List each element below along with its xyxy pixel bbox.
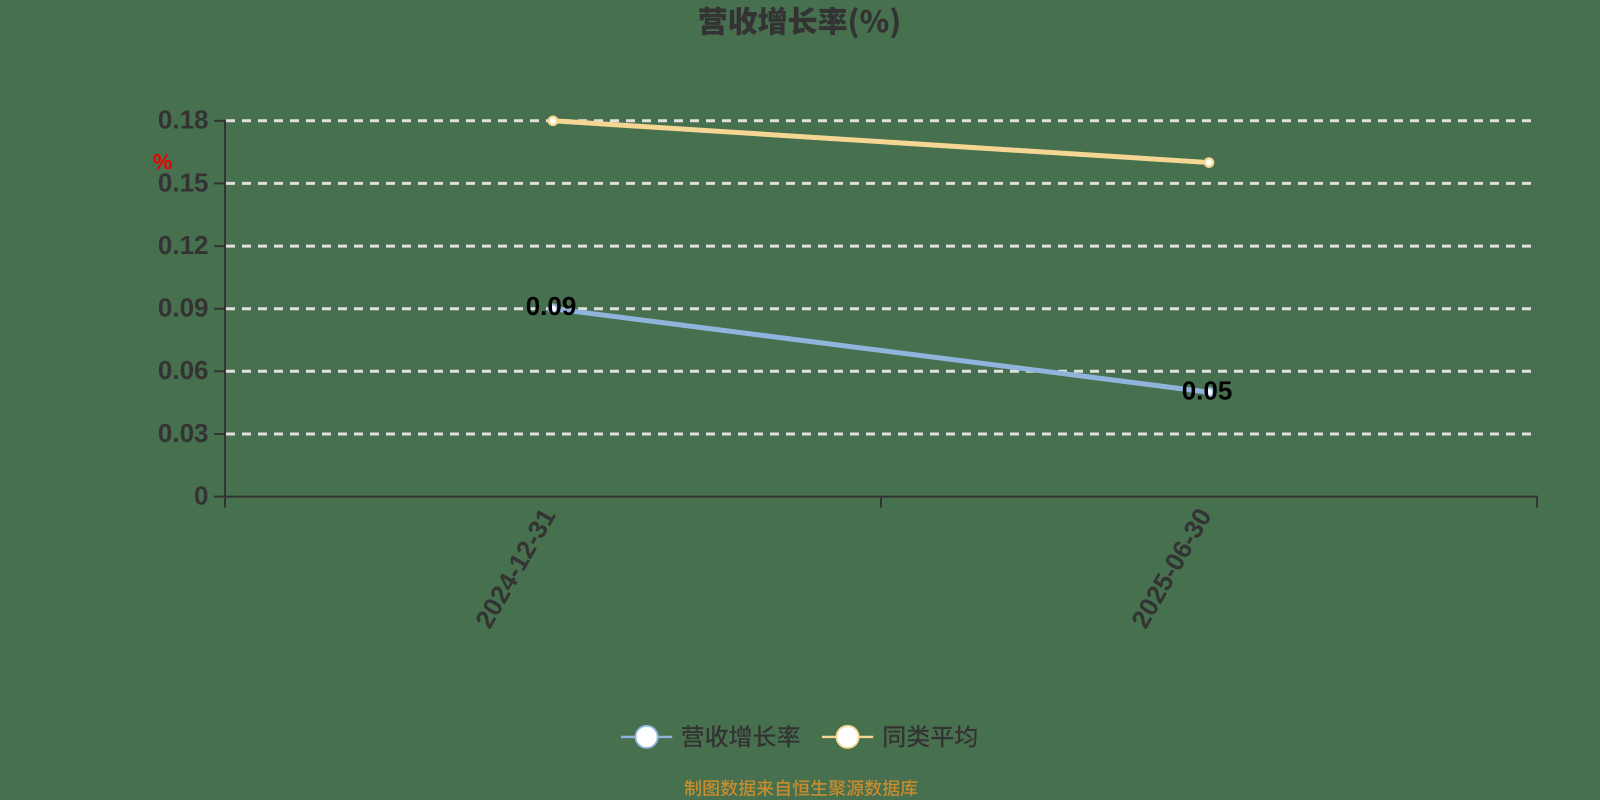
- svg-text:0.03: 0.03: [158, 418, 209, 448]
- svg-text:%: %: [153, 149, 173, 174]
- svg-text:0.12: 0.12: [158, 230, 209, 260]
- svg-text:0.05: 0.05: [1182, 376, 1233, 406]
- svg-text:0.09: 0.09: [158, 293, 209, 323]
- svg-text:0.15: 0.15: [158, 167, 209, 197]
- svg-text:0.18: 0.18: [158, 105, 209, 135]
- svg-text:0.06: 0.06: [158, 355, 209, 385]
- svg-text:0.09: 0.09: [526, 291, 577, 321]
- svg-text:0: 0: [194, 481, 208, 511]
